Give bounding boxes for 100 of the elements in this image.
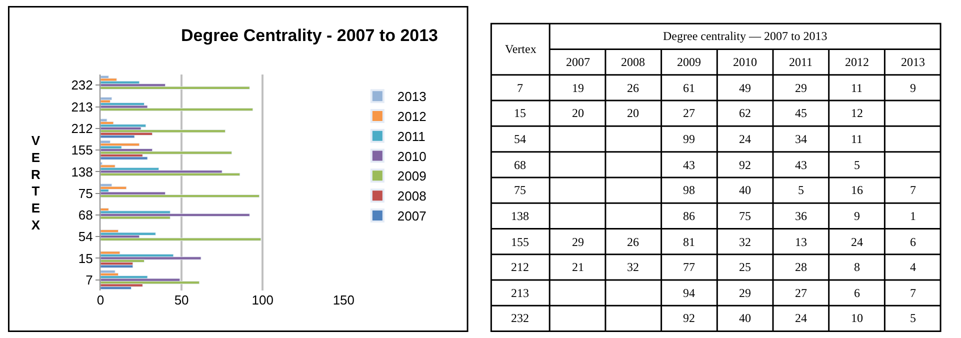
- legend-label: 2007: [397, 208, 426, 224]
- y-tick-label: 212: [71, 120, 93, 136]
- bar: [100, 108, 254, 112]
- data-label: 19: [572, 81, 584, 95]
- data-label: 92: [739, 158, 751, 172]
- chart-title: Degree centrality — 2007 to 2013: [663, 29, 828, 43]
- data-label: 29: [795, 81, 807, 95]
- data-label: 28: [795, 260, 807, 274]
- y-tick-label: 232: [511, 311, 529, 325]
- data-label: 27: [795, 286, 807, 300]
- data-label: 5: [854, 158, 860, 172]
- y-tick-label: 213: [511, 286, 529, 300]
- bar: [100, 151, 232, 154]
- data-label: 77: [683, 260, 695, 274]
- data-label: 1: [910, 209, 916, 223]
- y-axis-title: Vertex: [505, 42, 536, 56]
- bar: [100, 156, 148, 160]
- x-tick-label: 2009: [677, 55, 701, 69]
- data-label: 5: [910, 311, 916, 325]
- y-tick-label: 7: [517, 81, 523, 95]
- data-label: 92: [683, 311, 695, 325]
- data-label: 24: [851, 235, 863, 249]
- y-tick-label: 54: [78, 229, 93, 244]
- chart-title: Degree Centrality - 2007 to 2013: [181, 26, 438, 45]
- data-label: 20: [572, 106, 584, 120]
- legend-label: 2009: [397, 168, 426, 184]
- data-label: 40: [739, 311, 751, 325]
- data-label: 13: [795, 235, 807, 249]
- legend-label: 2013: [397, 89, 426, 104]
- data-label: 10: [851, 311, 863, 325]
- data-label: 24: [739, 132, 751, 146]
- bar: [100, 194, 260, 198]
- bar: [100, 124, 146, 128]
- data-label: 99: [683, 132, 695, 146]
- data-label: 94: [683, 286, 695, 300]
- data-label: 40: [739, 183, 751, 197]
- x-tick-label: 2013: [901, 55, 925, 69]
- legend-label: 2012: [397, 109, 426, 124]
- y-tick-label: 15: [78, 250, 93, 266]
- y-tick-label: 212: [511, 260, 529, 274]
- data-label: 27: [683, 106, 695, 120]
- y-tick-label: 15: [514, 106, 526, 120]
- bar: [100, 256, 202, 260]
- x-tick-label: 150: [332, 292, 355, 308]
- x-tick-label: 2007: [566, 55, 590, 69]
- legend-label: 2008: [397, 188, 426, 204]
- data-label: 75: [739, 209, 751, 223]
- data-label: 26: [627, 235, 639, 249]
- x-tick-label: 2011: [789, 55, 813, 69]
- data-label: 43: [795, 158, 807, 172]
- data-label: 61: [683, 81, 695, 95]
- bar: [100, 172, 240, 176]
- data-label: 26: [627, 81, 639, 95]
- y-tick-label: 232: [71, 78, 93, 93]
- y-tick-label: 7: [86, 272, 93, 288]
- bar: [100, 232, 156, 236]
- bar: [100, 238, 262, 241]
- bar: [100, 143, 140, 146]
- data-label: 5: [798, 183, 804, 197]
- data-label: 81: [683, 235, 695, 249]
- data-label: 62: [739, 106, 751, 120]
- y-tick-label: 138: [71, 164, 93, 180]
- bar: [100, 86, 250, 90]
- y-tick-label: 68: [78, 208, 93, 223]
- y-tick-label: 75: [514, 183, 526, 197]
- y-tick-label: 155: [71, 142, 93, 158]
- y-tick-label: 54: [514, 132, 526, 146]
- data-label: 32: [627, 260, 639, 274]
- data-label: 24: [795, 311, 807, 325]
- y-tick-label: 138: [511, 209, 529, 223]
- data-label: 34: [795, 132, 807, 146]
- y-tick-label: 68: [514, 158, 526, 172]
- y-axis-title: VERTEX: [31, 133, 41, 232]
- data-label: 6: [854, 286, 860, 300]
- data-label: 8: [854, 260, 860, 274]
- y-tick-label: 213: [71, 99, 93, 114]
- data-label: 86: [683, 209, 695, 223]
- bar: [100, 280, 200, 284]
- data-label: 29: [739, 286, 751, 300]
- data-label: 6: [910, 235, 916, 249]
- data-label: 7: [910, 286, 916, 300]
- data-label: 20: [627, 106, 639, 120]
- data-label: 25: [739, 260, 751, 274]
- data-label: 36: [795, 209, 807, 223]
- legend-label: 2010: [397, 148, 426, 164]
- x-tick-label: 50: [174, 292, 189, 308]
- data-label: 43: [683, 158, 695, 172]
- data-label: 21: [572, 260, 584, 274]
- data-label: 9: [910, 81, 916, 95]
- y-tick-label: 155: [511, 235, 529, 249]
- data-label: 49: [739, 81, 751, 95]
- bar: [100, 186, 127, 190]
- data-label: 9: [854, 209, 860, 223]
- data-label: 16: [851, 183, 863, 197]
- x-tick-label: 0: [96, 292, 104, 308]
- data-label: 7: [910, 183, 916, 197]
- data-label: 4: [910, 260, 916, 274]
- data-label: 98: [683, 183, 695, 197]
- data-label: 29: [572, 235, 584, 249]
- legend-label: 2011: [397, 128, 426, 144]
